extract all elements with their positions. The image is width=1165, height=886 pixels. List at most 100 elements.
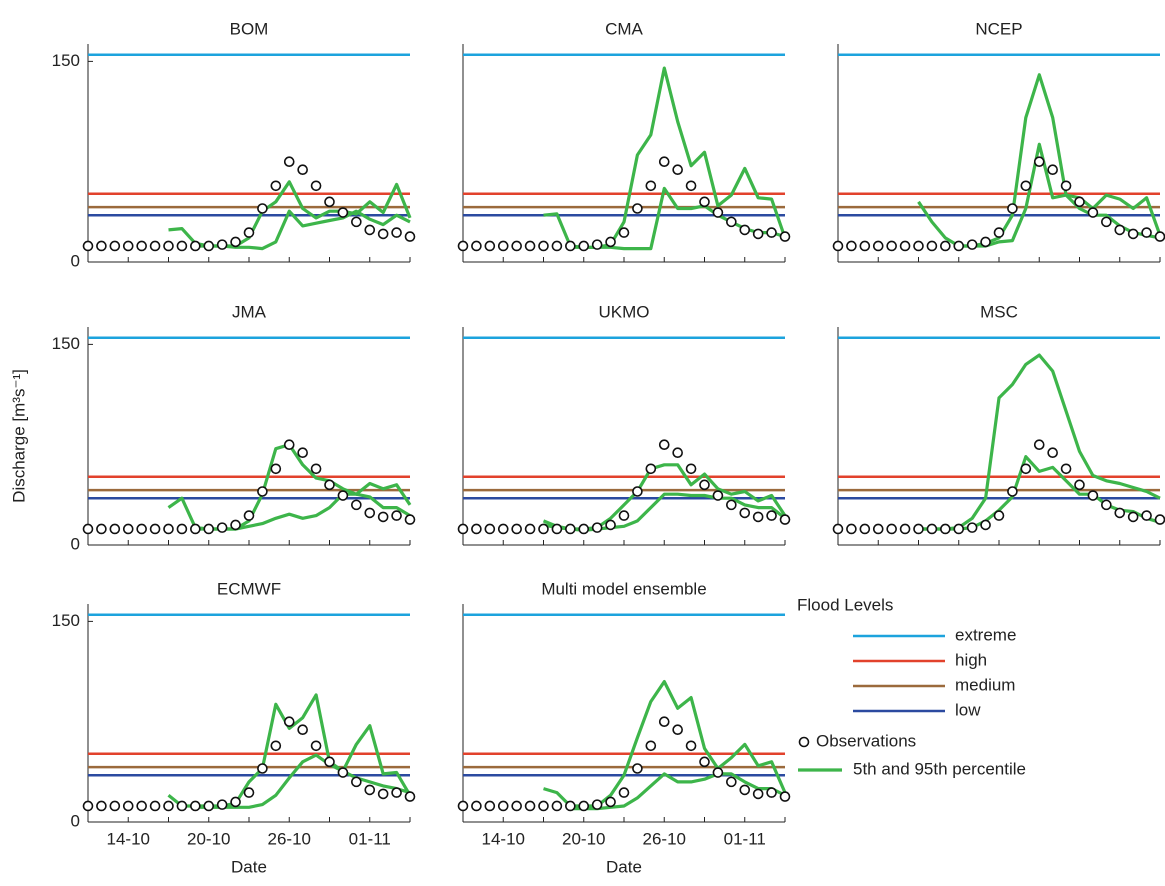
- percentile-line: [195, 492, 411, 531]
- panel: ECMWF 0 150 14-10 20-10 26-10 01-11 Date: [52, 579, 416, 876]
- observation: [337, 490, 349, 501]
- observation: [645, 740, 657, 752]
- observation: [351, 216, 362, 228]
- panel-title: BOM: [230, 19, 269, 38]
- observation: [966, 239, 978, 250]
- observation: [96, 523, 107, 535]
- observation: [926, 523, 938, 535]
- legend-label: extreme: [955, 625, 1016, 644]
- observation: [980, 236, 991, 248]
- observation: [1060, 180, 1072, 192]
- observation: [216, 239, 228, 250]
- observation: [457, 240, 469, 252]
- observation: [377, 788, 389, 800]
- observation: [632, 203, 643, 214]
- observation: [872, 240, 884, 252]
- y-tick-label: 0: [71, 534, 80, 553]
- x-axis-label: Date: [231, 857, 267, 876]
- panel-title: NCEP: [975, 19, 1022, 38]
- panel-title: ECMWF: [217, 579, 281, 598]
- observation: [779, 514, 791, 525]
- y-axis-label: Discharge [m³s⁻¹]: [9, 369, 28, 503]
- observation: [1074, 479, 1085, 491]
- panel-title: MSC: [980, 302, 1018, 321]
- percentile-line: [542, 463, 787, 531]
- percentile-line: [167, 443, 412, 531]
- y-tick-label: 150: [52, 51, 80, 70]
- observation: [565, 800, 576, 812]
- observation: [190, 240, 201, 252]
- observation: [752, 228, 764, 240]
- observation: [109, 800, 121, 812]
- y-tick-label: 150: [52, 334, 80, 353]
- observation: [899, 523, 911, 535]
- observation: [886, 240, 897, 252]
- observation: [404, 231, 416, 242]
- x-axis-label: Date: [606, 857, 642, 876]
- observation: [1033, 156, 1045, 167]
- observation: [993, 510, 1005, 521]
- observation: [886, 523, 897, 535]
- observation: [324, 479, 335, 491]
- panel-title: Multi model ensemble: [541, 579, 706, 598]
- observation: [1007, 486, 1018, 497]
- observation: [859, 523, 871, 535]
- observation: [618, 510, 630, 521]
- observation: [872, 523, 884, 535]
- observation: [940, 523, 951, 535]
- observation: [685, 463, 697, 475]
- observation: [538, 800, 549, 812]
- x-tick-label: 20-10: [187, 829, 230, 848]
- observation: [1087, 207, 1099, 218]
- observation: [122, 240, 134, 252]
- observation: [377, 228, 389, 240]
- observation: [109, 240, 121, 252]
- observation: [364, 224, 376, 236]
- observation: [1033, 439, 1045, 450]
- observation: [1087, 490, 1099, 501]
- observation: [391, 510, 402, 521]
- observation: [216, 522, 228, 533]
- observation: [1127, 228, 1139, 240]
- observation: [270, 180, 282, 192]
- observation: [190, 800, 201, 812]
- x-tick-label: 20-10: [562, 829, 605, 848]
- x-tick-label: 26-10: [268, 829, 311, 848]
- percentile-line: [918, 455, 1161, 531]
- observation: [257, 486, 268, 497]
- observation: [270, 463, 282, 475]
- observation: [565, 240, 576, 252]
- observation: [1007, 203, 1018, 214]
- observation: [484, 240, 496, 252]
- observation: [739, 784, 751, 796]
- y-tick-label: 0: [71, 251, 80, 270]
- legend-swatch: [798, 736, 810, 748]
- observation: [672, 447, 683, 459]
- observation: [297, 447, 308, 459]
- observation: [324, 756, 335, 768]
- observation: [297, 164, 308, 176]
- observation: [497, 240, 509, 252]
- observation: [297, 724, 308, 736]
- observation: [1114, 224, 1126, 236]
- observation: [163, 523, 174, 535]
- observation: [726, 499, 737, 511]
- observation: [605, 236, 616, 248]
- observation: [216, 799, 228, 810]
- observation: [497, 523, 509, 535]
- observation: [699, 479, 710, 491]
- observation: [270, 740, 282, 752]
- legend: Flood Levels extreme high medium low Observat…: [797, 595, 1026, 778]
- observation: [699, 756, 710, 768]
- panel-title: UKMO: [599, 302, 650, 321]
- observation: [190, 523, 201, 535]
- panel: JMA 0 150 Discharge [m³s⁻¹]: [9, 302, 416, 553]
- observation: [203, 800, 215, 812]
- observation: [310, 740, 322, 752]
- observation: [832, 523, 844, 535]
- observation: [591, 799, 603, 810]
- observation: [672, 164, 683, 176]
- observation: [257, 763, 268, 774]
- percentile-line: [570, 772, 786, 811]
- observation: [551, 800, 563, 812]
